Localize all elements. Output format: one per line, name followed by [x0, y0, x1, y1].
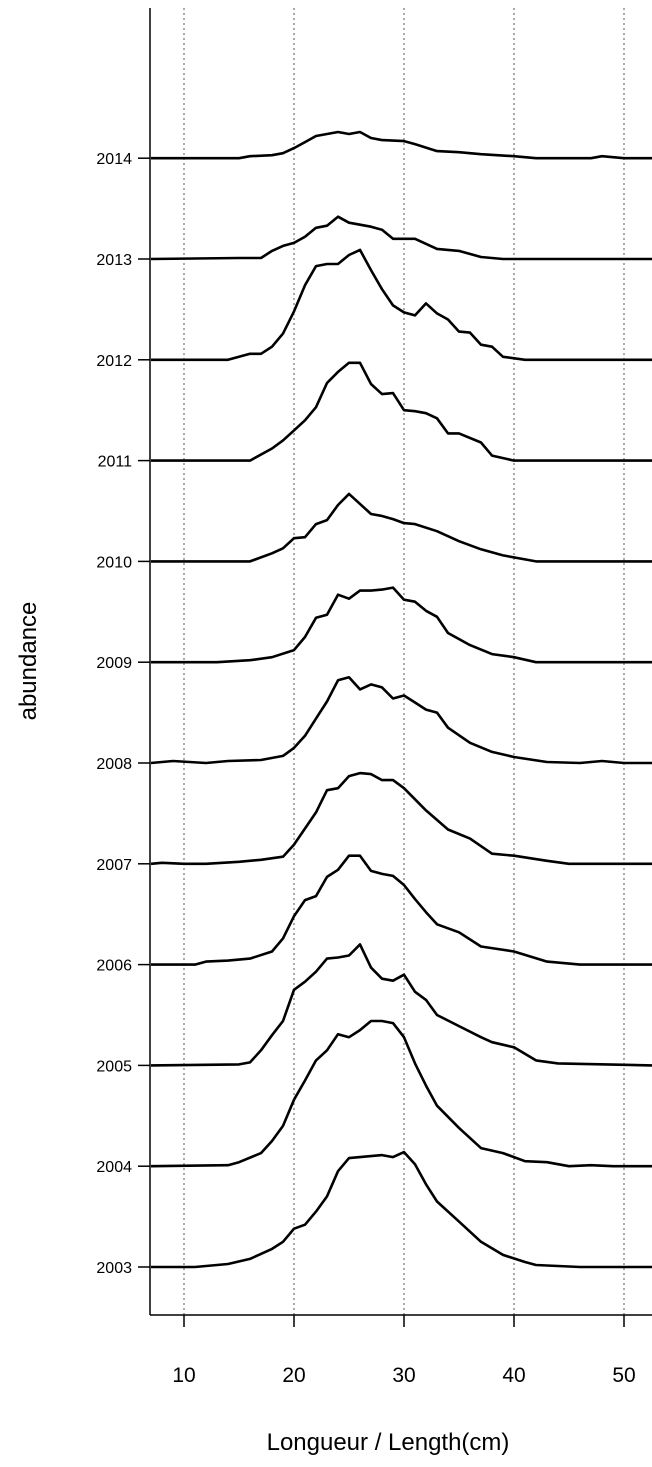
- y-tick-label: 2009: [96, 655, 132, 672]
- series-2004-curve: [150, 1019, 652, 1168]
- x-tick-label: 50: [612, 1364, 635, 1387]
- y-tick-label: 2012: [96, 353, 132, 370]
- series-2007-curve: [150, 771, 652, 866]
- y-tick-label: 2005: [96, 1058, 132, 1075]
- y-tick-label: 2008: [96, 756, 132, 773]
- y-tick-label: 2004: [96, 1159, 132, 1176]
- series-2008-curve: [150, 676, 652, 765]
- series-2014-curve: [151, 130, 652, 160]
- x-tick-label: 40: [502, 1364, 525, 1387]
- series-2013-curve: [150, 215, 652, 261]
- series-2003-curve: [151, 1150, 652, 1269]
- series-2005-curve: [150, 943, 652, 1067]
- series-2009-curve: [151, 586, 652, 664]
- x-tick-labels: 10 20 30 40 50: [172, 1315, 636, 1387]
- series-2012-curve: [151, 248, 652, 362]
- y-tick-label: 2014: [96, 151, 132, 168]
- x-tick-label: 30: [392, 1364, 415, 1387]
- y-axis-title: abundance: [15, 602, 42, 721]
- y-tick-label: 2003: [96, 1260, 132, 1277]
- y-tick-label: 2010: [96, 554, 132, 571]
- y-tick-label: 2011: [98, 454, 133, 471]
- x-tick-label: 10: [172, 1364, 195, 1387]
- x-tick-label: 20: [282, 1364, 305, 1387]
- y-tick-label: 2006: [96, 958, 132, 975]
- series-2011-curve: [151, 361, 652, 462]
- series-2006-curve: [151, 854, 652, 966]
- series-2010-curve: [151, 492, 652, 563]
- abundance-curves: [150, 130, 652, 1269]
- y-tick-labels: 2003 2004 2005 2006 2007 2008 2009 2010 2011 2012…: [96, 151, 150, 1277]
- y-tick-label: 2013: [96, 252, 132, 269]
- x-axis-title: Longueur / Length(cm): [267, 1429, 510, 1456]
- y-tick-label: 2007: [96, 857, 132, 874]
